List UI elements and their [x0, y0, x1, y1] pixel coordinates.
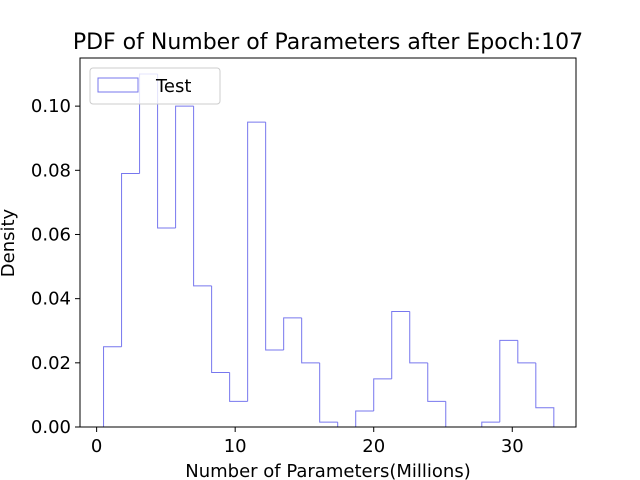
x-tick-label: 20 — [362, 436, 385, 457]
chart-title: PDF of Number of Parameters after Epoch:… — [73, 30, 583, 55]
y-tick-label: 0.08 — [31, 160, 71, 181]
histogram-bin — [319, 362, 338, 423]
y-tick-label: 0.10 — [31, 96, 71, 117]
histogram-bin — [499, 339, 518, 423]
histogram-bin — [121, 173, 140, 347]
histogram-bin — [517, 340, 536, 364]
histogram-bin — [409, 311, 428, 364]
y-axis-label: Density — [0, 208, 19, 277]
histogram-bin — [445, 401, 464, 428]
histogram-bin — [175, 105, 194, 229]
histogram-bin — [193, 106, 212, 287]
y-tick-label: 0.04 — [31, 289, 71, 310]
histogram-bin — [247, 121, 266, 402]
histogram-bin — [535, 362, 555, 427]
histogram-bin — [283, 317, 302, 350]
y-tick-label: 0.00 — [31, 417, 71, 438]
histogram-bin — [301, 317, 320, 364]
y-tick-label: 0.06 — [31, 224, 71, 245]
x-axis-label: Number of Parameters(Millions) — [185, 461, 471, 480]
plot-frame — [79, 57, 577, 428]
histogram-bin — [427, 362, 446, 402]
histogram-bin — [157, 74, 176, 229]
histogram-bin — [337, 422, 356, 428]
legend-label: Test — [155, 76, 191, 97]
histogram-bin — [391, 310, 410, 379]
histogram-bin — [211, 285, 230, 373]
x-tick-label: 10 — [224, 436, 247, 457]
legend-swatch — [97, 77, 139, 93]
histogram-bin — [265, 122, 284, 351]
x-tick-label: 0 — [91, 436, 102, 457]
x-tick-label: 30 — [501, 436, 524, 457]
histogram-bin — [355, 410, 374, 427]
histogram-bin — [229, 372, 248, 402]
histogram-bin — [103, 346, 122, 427]
histogram-bin — [481, 421, 500, 427]
legend-box — [89, 67, 221, 105]
legend: Test — [89, 67, 221, 105]
y-tick-label: 0.02 — [31, 353, 71, 374]
histogram-bin — [373, 378, 392, 411]
